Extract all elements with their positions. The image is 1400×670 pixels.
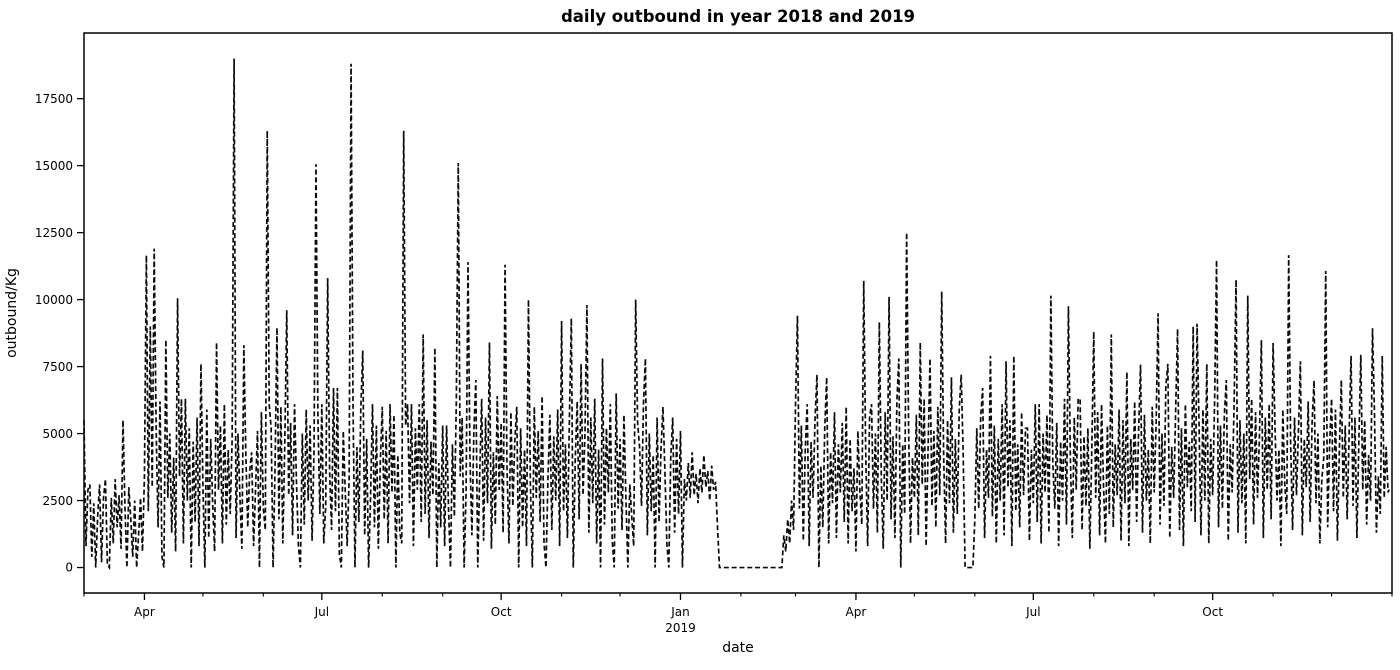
x-tick-label: Oct: [1202, 605, 1223, 619]
y-tick-label: 5000: [42, 427, 73, 441]
x-axis-label: date: [722, 640, 754, 656]
y-tick-label: 0: [65, 561, 73, 575]
y-tick-label: 15000: [35, 159, 73, 173]
x-tick-label: Jul: [314, 605, 329, 619]
x-tick-label: Apr: [846, 605, 867, 619]
y-axis: 0 2500 5000 7500 10000 12500 15000 17500: [35, 92, 84, 575]
y-axis-label: outbound/Kg: [4, 268, 20, 358]
y-tick-label: 10000: [35, 293, 73, 307]
x-tick-label: Apr: [134, 605, 155, 619]
chart-title: daily outbound in year 2018 and 2019: [561, 7, 915, 26]
x-tick-label: Oct: [491, 605, 512, 619]
y-tick-label: 12500: [35, 226, 73, 240]
y-tick-label: 2500: [42, 494, 73, 508]
y-tick-label: 17500: [35, 92, 73, 106]
y-tick-label: 7500: [42, 360, 73, 374]
x-axis: Apr Jul Oct Jan 2019 Apr Jul Oct: [83, 593, 1393, 635]
x-tick-year-label: 2019: [665, 621, 696, 635]
chart-line: [83, 58, 1391, 571]
x-tick-label: Jul: [1025, 605, 1040, 619]
plot-frame: [83, 32, 1393, 594]
x-tick-label: Jan: [670, 605, 690, 619]
